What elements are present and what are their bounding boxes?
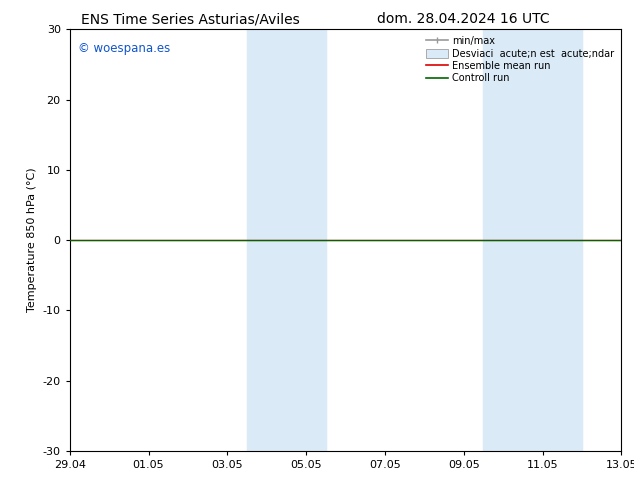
Y-axis label: Temperature 850 hPa (°C): Temperature 850 hPa (°C) xyxy=(27,168,37,313)
Text: ENS Time Series Asturias/Aviles: ENS Time Series Asturias/Aviles xyxy=(81,12,300,26)
Text: dom. 28.04.2024 16 UTC: dom. 28.04.2024 16 UTC xyxy=(377,12,549,26)
Legend: min/max, Desviaci  acute;n est  acute;ndar, Ensemble mean run, Controll run: min/max, Desviaci acute;n est acute;ndar… xyxy=(424,34,616,85)
Bar xyxy=(247,29,326,451)
Bar xyxy=(483,29,582,451)
Text: © woespana.es: © woespana.es xyxy=(78,42,171,55)
